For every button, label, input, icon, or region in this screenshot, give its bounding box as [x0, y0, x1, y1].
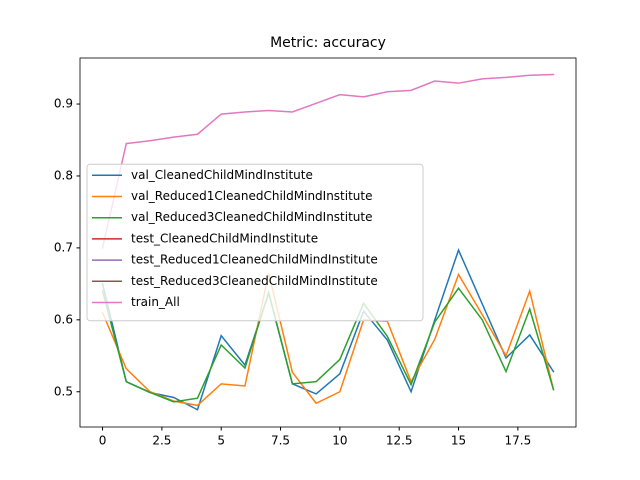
x-tick-label: 17.5	[504, 434, 531, 448]
x-tick-label: 5	[217, 434, 225, 448]
x-tick-label: 7.5	[271, 434, 290, 448]
series-line	[101, 73, 555, 249]
x-tick-label: 0	[99, 434, 107, 448]
x-tick-label: 10	[332, 434, 347, 448]
x-tick-label: 2.5	[152, 434, 171, 448]
chart-title: Metric: accuracy	[270, 35, 386, 51]
y-tick-label: 0.6	[54, 312, 73, 326]
series-line	[101, 286, 555, 403]
y-tick-label: 0.9	[54, 97, 73, 111]
y-tick-label: 0.7	[54, 240, 73, 254]
axes-frame	[79, 57, 577, 428]
series-line	[101, 247, 555, 411]
legend-label: train_All	[131, 295, 180, 309]
legend-label: val_Reduced1CleanedChildMindInstitute	[131, 189, 373, 203]
legend-label: test_CleanedChildMindInstitute	[131, 231, 318, 245]
legend-label: val_Reduced3CleanedChildMindInstitute	[131, 210, 373, 224]
legend-box	[86, 163, 424, 322]
legend-label: test_Reduced1CleanedChildMindInstitute	[131, 253, 378, 267]
legend-label: test_Reduced3CleanedChildMindInstitute	[131, 274, 378, 288]
y-tick-label: 0.5	[54, 384, 73, 398]
legend-label: val_CleanedChildMindInstitute	[131, 168, 313, 182]
x-tick-label: 15	[451, 434, 466, 448]
x-tick-label: 12.5	[386, 434, 413, 448]
y-tick-label: 0.8	[54, 168, 73, 182]
